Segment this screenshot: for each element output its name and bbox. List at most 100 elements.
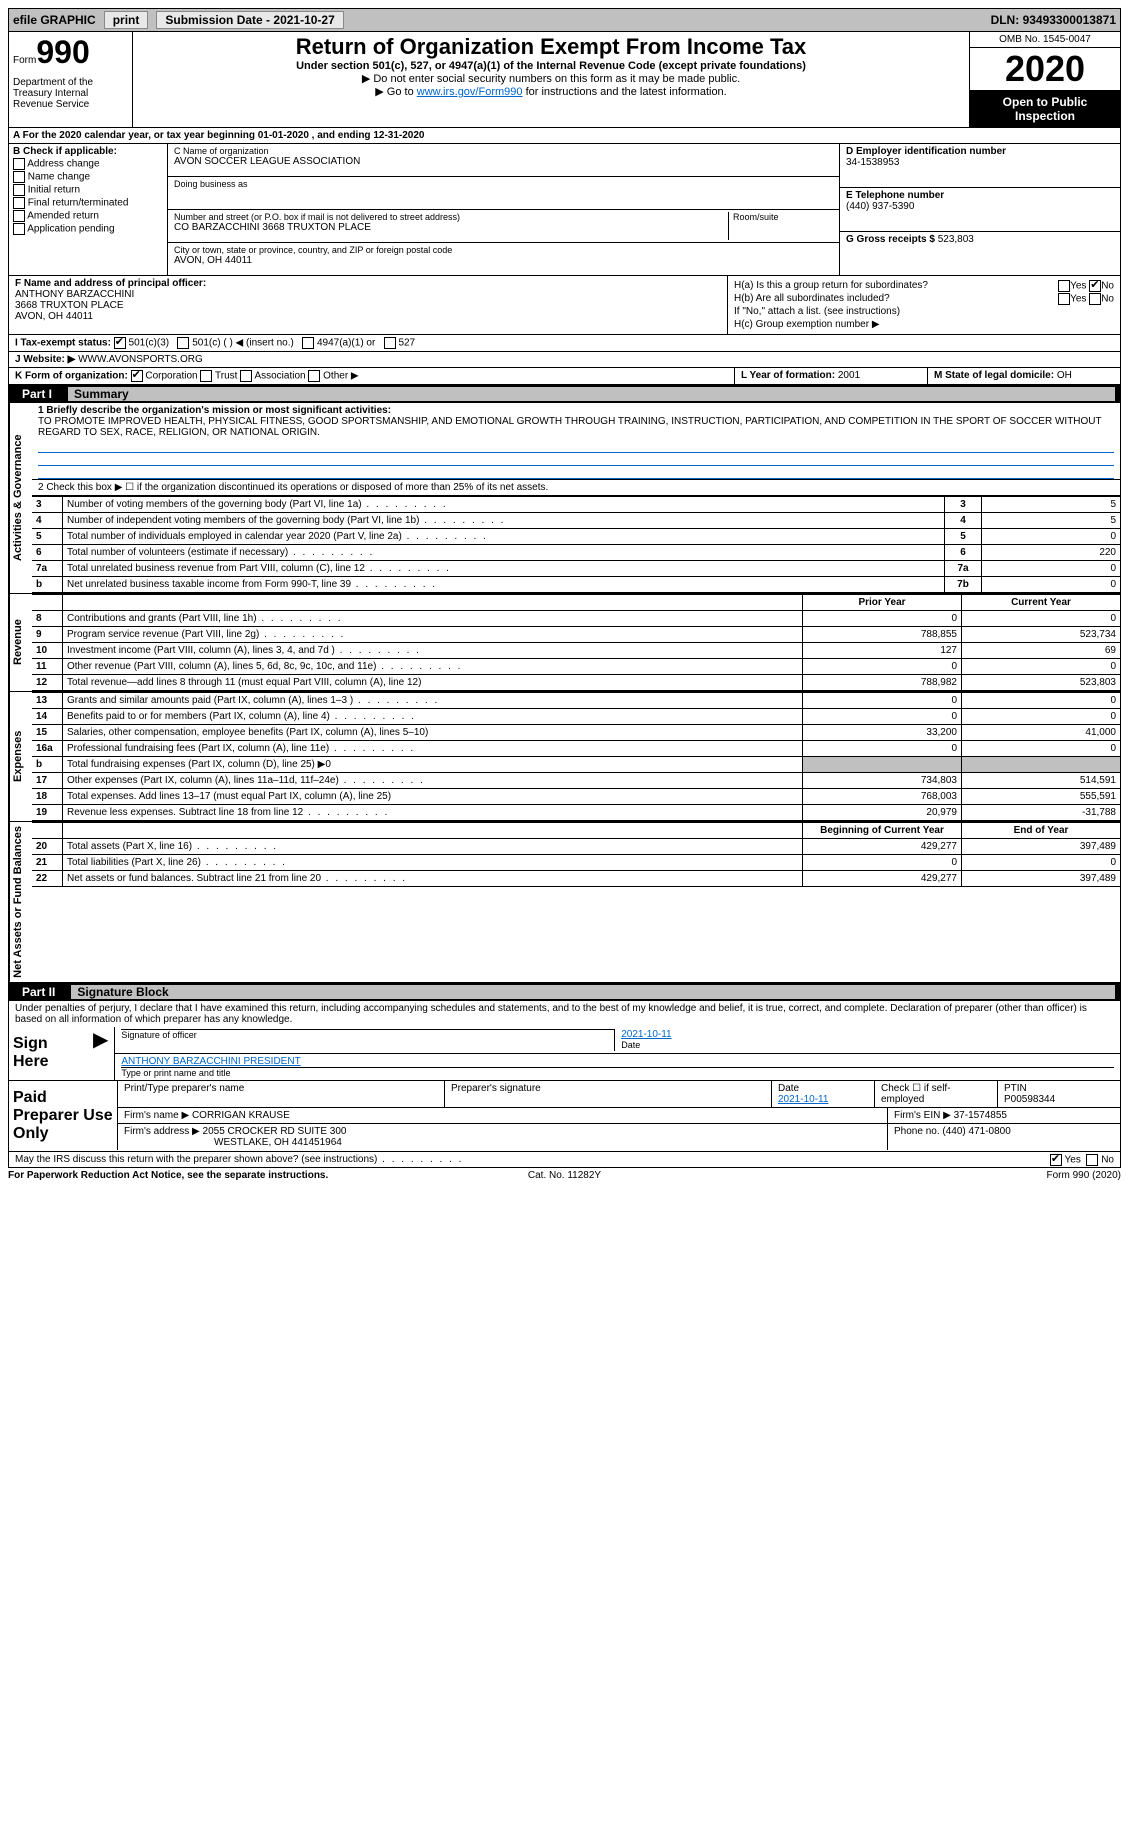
preparer-label: Paid Preparer Use Only: [9, 1081, 117, 1151]
part1-header: Part I Summary: [8, 385, 1121, 403]
netassets-table: Beginning of Current YearEnd of Year 20T…: [32, 822, 1120, 887]
ha-no[interactable]: [1089, 280, 1101, 292]
table-row: 13Grants and similar amounts paid (Part …: [32, 693, 1120, 709]
mission-text: TO PROMOTE IMPROVED HEALTH, PHYSICAL FIT…: [38, 416, 1114, 438]
omb-number: OMB No. 1545-0047: [970, 32, 1120, 48]
table-row: 7aTotal unrelated business revenue from …: [32, 561, 1120, 577]
table-row: 5Total number of individuals employed in…: [32, 529, 1120, 545]
officer-name: ANTHONY BARZACCHINI PRESIDENT: [121, 1056, 1114, 1067]
year-column: OMB No. 1545-0047 2020 Open to Public In…: [969, 32, 1120, 127]
cb-527[interactable]: [384, 337, 396, 349]
ein: 34-1538953: [846, 157, 1114, 168]
vlabel-netassets: Net Assets or Fund Balances: [9, 822, 32, 982]
box-i: I Tax-exempt status: 501(c)(3) 501(c) ( …: [8, 335, 1121, 352]
table-row: 3Number of voting members of the governi…: [32, 497, 1120, 513]
box-f: F Name and address of principal officer:…: [9, 276, 728, 334]
table-row: 10Investment income (Part VIII, column (…: [32, 643, 1120, 659]
table-row: 19Revenue less expenses. Subtract line 1…: [32, 805, 1120, 821]
netassets-section: Net Assets or Fund Balances Beginning of…: [8, 822, 1121, 983]
cb-initial-return[interactable]: Initial return: [13, 184, 163, 196]
expenses-table: 13Grants and similar amounts paid (Part …: [32, 692, 1120, 821]
cb-amended[interactable]: Amended return: [13, 210, 163, 222]
block-bcdeg: B Check if applicable: Address change Na…: [8, 144, 1121, 276]
tax-year: 2020: [970, 48, 1120, 91]
line-a: A For the 2020 calendar year, or tax yea…: [8, 128, 1121, 144]
expenses-section: Expenses 13Grants and similar amounts pa…: [8, 692, 1121, 822]
table-row: 9Program service revenue (Part VIII, lin…: [32, 627, 1120, 643]
form-note2: ▶ Go to www.irs.gov/Form990 for instruct…: [137, 85, 965, 98]
boxes-deg: D Employer identification number 34-1538…: [840, 144, 1120, 275]
cb-final-return[interactable]: Final return/terminated: [13, 197, 163, 209]
block-fh: F Name and address of principal officer:…: [8, 276, 1121, 335]
table-row: 20Total assets (Part X, line 16)429,2773…: [32, 839, 1120, 855]
top-toolbar: efile GRAPHIC print Submission Date - 20…: [8, 8, 1121, 32]
table-row: bTotal fundraising expenses (Part IX, co…: [32, 757, 1120, 773]
perjury-text: Under penalties of perjury, I declare th…: [9, 1001, 1120, 1027]
table-row: bNet unrelated business taxable income f…: [32, 577, 1120, 593]
efile-label: efile GRAPHIC: [13, 13, 96, 27]
box-b: B Check if applicable: Address change Na…: [9, 144, 168, 275]
gross-receipts: 523,803: [938, 234, 974, 245]
revenue-table: Prior YearCurrent Year 8Contributions an…: [32, 594, 1120, 691]
org-city: AVON, OH 44011: [174, 255, 833, 266]
discuss-no[interactable]: [1086, 1154, 1098, 1166]
cb-other[interactable]: [308, 370, 320, 382]
sig-date: 2021-10-11: [621, 1029, 1114, 1040]
submission-date: Submission Date - 2021-10-27: [156, 11, 343, 29]
box-j: J Website: ▶ WWW.AVONSPORTS.ORG: [8, 352, 1121, 368]
table-row: 22Net assets or fund balances. Subtract …: [32, 871, 1120, 887]
org-address: CO BARZACCHINI 3668 TRUXTON PLACE: [174, 222, 728, 233]
cb-4947[interactable]: [302, 337, 314, 349]
print-button[interactable]: print: [104, 11, 149, 29]
open-inspection: Open to Public Inspection: [970, 91, 1120, 127]
table-row: 16aProfessional fundraising fees (Part I…: [32, 741, 1120, 757]
table-row: 4Number of independent voting members of…: [32, 513, 1120, 529]
table-row: 12Total revenue—add lines 8 through 11 (…: [32, 675, 1120, 691]
form-title: Return of Organization Exempt From Incom…: [137, 34, 965, 60]
box-c: C Name of organization AVON SOCCER LEAGU…: [168, 144, 840, 275]
box-klm: K Form of organization: Corporation Trus…: [8, 368, 1121, 385]
table-row: 11Other revenue (Part VIII, column (A), …: [32, 659, 1120, 675]
form-subtitle: Under section 501(c), 527, or 4947(a)(1)…: [137, 60, 965, 72]
ha-yes[interactable]: [1058, 280, 1070, 292]
cb-app-pending[interactable]: Application pending: [13, 223, 163, 235]
firm-name: CORRIGAN KRAUSE: [192, 1110, 290, 1121]
dept-label: Department of the Treasury Internal Reve…: [13, 77, 128, 110]
cb-501c[interactable]: [177, 337, 189, 349]
vlabel-revenue: Revenue: [9, 594, 32, 691]
cb-assoc[interactable]: [240, 370, 252, 382]
form-header: Form990 Department of the Treasury Inter…: [8, 32, 1121, 128]
arrow-icon: ▶: [87, 1027, 114, 1080]
paid-preparer: Paid Preparer Use Only Print/Type prepar…: [8, 1081, 1121, 1152]
telephone: (440) 937-5390: [846, 201, 1114, 212]
form-title-box: Return of Organization Exempt From Incom…: [133, 32, 969, 127]
vlabel-expenses: Expenses: [9, 692, 32, 821]
form-note1: ▶ Do not enter social security numbers o…: [137, 72, 965, 85]
cb-corp[interactable]: [131, 370, 143, 382]
form-number-box: Form990 Department of the Treasury Inter…: [9, 32, 133, 127]
cb-501c3[interactable]: [114, 337, 126, 349]
website: WWW.AVONSPORTS.ORG: [78, 354, 203, 365]
gov-table: 3Number of voting members of the governi…: [32, 496, 1120, 593]
page-footer: For Paperwork Reduction Act Notice, see …: [8, 1168, 1121, 1183]
discuss-yes[interactable]: [1050, 1154, 1062, 1166]
cb-trust[interactable]: [200, 370, 212, 382]
sign-here-label: Sign Here: [9, 1027, 87, 1080]
table-row: Beginning of Current YearEnd of Year: [32, 823, 1120, 839]
box-h: H(a) Is this a group return for subordin…: [728, 276, 1120, 334]
signature-block: Under penalties of perjury, I declare th…: [8, 1001, 1121, 1081]
org-name: AVON SOCCER LEAGUE ASSOCIATION: [174, 156, 833, 167]
table-row: Prior YearCurrent Year: [32, 595, 1120, 611]
hb-yes[interactable]: [1058, 293, 1070, 305]
part2-header: Part II Signature Block: [8, 983, 1121, 1001]
table-row: 17Other expenses (Part IX, column (A), l…: [32, 773, 1120, 789]
governance-section: Activities & Governance 1 Briefly descri…: [8, 403, 1121, 594]
cb-address-change[interactable]: Address change: [13, 158, 163, 170]
cb-name-change[interactable]: Name change: [13, 171, 163, 183]
vlabel-governance: Activities & Governance: [9, 403, 32, 593]
hb-no[interactable]: [1089, 293, 1101, 305]
table-row: 6Total number of volunteers (estimate if…: [32, 545, 1120, 561]
table-row: 8Contributions and grants (Part VIII, li…: [32, 611, 1120, 627]
irs-link[interactable]: www.irs.gov/Form990: [417, 86, 523, 98]
table-row: 14Benefits paid to or for members (Part …: [32, 709, 1120, 725]
